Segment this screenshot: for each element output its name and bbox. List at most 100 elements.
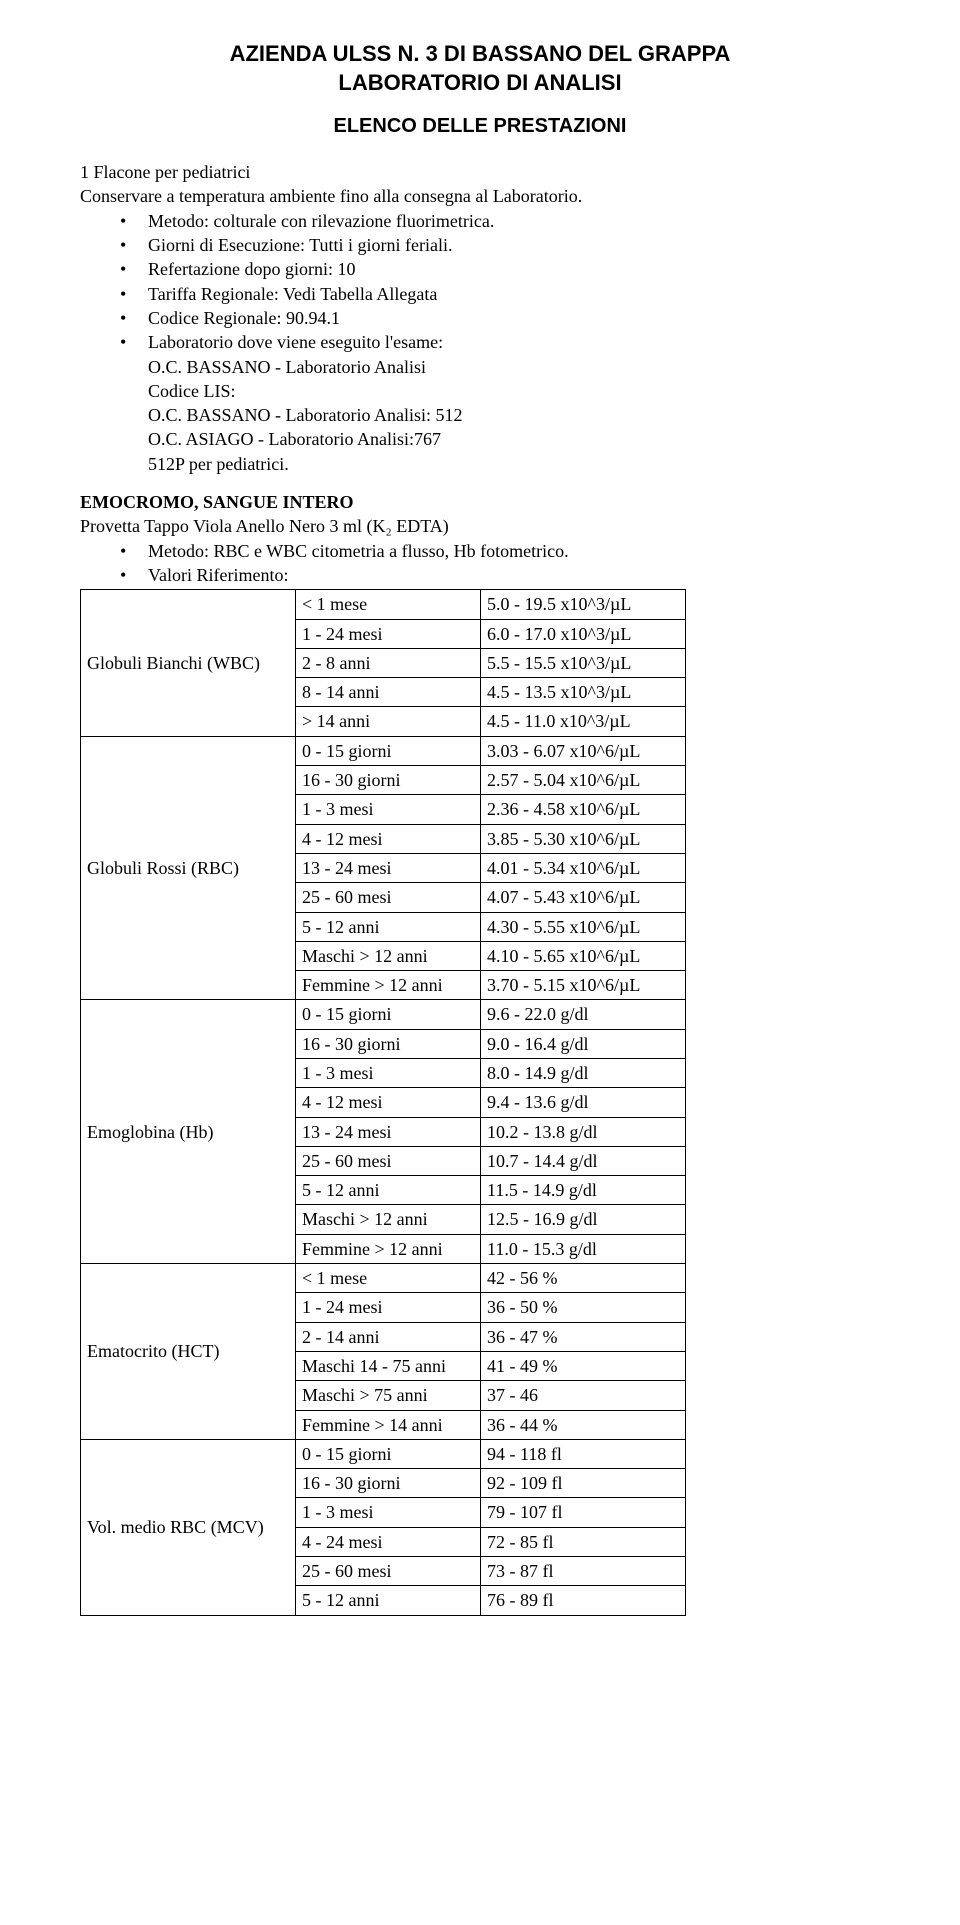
- table-age-cell: 2 - 8 anni: [296, 648, 481, 677]
- body-content: 1 Flacone per pediatrici Conservare a te…: [80, 160, 880, 1615]
- table-age-cell: Maschi > 12 anni: [296, 1205, 481, 1234]
- document-page: AZIENDA ULSS N. 3 DI BASSANO DEL GRAPPA …: [0, 0, 960, 1656]
- table-age-cell: 25 - 60 mesi: [296, 1146, 481, 1175]
- bullet-list-1: Metodo: colturale con rilevazione fluori…: [120, 209, 880, 476]
- table-value-cell: 42 - 56 %: [481, 1264, 686, 1293]
- table-value-cell: 79 - 107 fl: [481, 1498, 686, 1527]
- table-row: Emoglobina (Hb)0 - 15 giorni9.6 - 22.0 g…: [81, 1000, 686, 1029]
- table-age-cell: Maschi > 75 anni: [296, 1381, 481, 1410]
- table-value-cell: 12.5 - 16.9 g/dl: [481, 1205, 686, 1234]
- bullet-item: Tariffa Regionale: Vedi Tabella Allegata: [120, 282, 880, 306]
- table-value-cell: 4.5 - 13.5 x10^3/µL: [481, 678, 686, 707]
- table-value-cell: 36 - 50 %: [481, 1293, 686, 1322]
- bullet-item: Giorni di Esecuzione: Tutti i giorni fer…: [120, 233, 880, 257]
- table-row: Ematocrito (HCT)< 1 mese42 - 56 %: [81, 1264, 686, 1293]
- table-value-cell: 3.70 - 5.15 x10^6/µL: [481, 971, 686, 1000]
- table-value-cell: 4.01 - 5.34 x10^6/µL: [481, 853, 686, 882]
- table-row: Globuli Bianchi (WBC)< 1 mese5.0 - 19.5 …: [81, 590, 686, 619]
- table-group-label: Globuli Rossi (RBC): [81, 736, 296, 1000]
- table-age-cell: 1 - 24 mesi: [296, 1293, 481, 1322]
- table-age-cell: 8 - 14 anni: [296, 678, 481, 707]
- table-value-cell: 4.07 - 5.43 x10^6/µL: [481, 883, 686, 912]
- bullet-item: 512P per pediatrici.: [120, 452, 880, 476]
- table-value-cell: 8.0 - 14.9 g/dl: [481, 1058, 686, 1087]
- bullet-list-2: Metodo: RBC e WBC citometria a flusso, H…: [120, 539, 880, 588]
- table-value-cell: 41 - 49 %: [481, 1351, 686, 1380]
- table-value-cell: 4.10 - 5.65 x10^6/µL: [481, 941, 686, 970]
- bullet-item: O.C. ASIAGO - Laboratorio Analisi:767: [120, 427, 880, 451]
- table-value-cell: 9.4 - 13.6 g/dl: [481, 1088, 686, 1117]
- table-group-label: Emoglobina (Hb): [81, 1000, 296, 1264]
- table-value-cell: 36 - 47 %: [481, 1322, 686, 1351]
- table-age-cell: 1 - 3 mesi: [296, 1058, 481, 1087]
- table-age-cell: 5 - 12 anni: [296, 1176, 481, 1205]
- bullet-item: O.C. BASSANO - Laboratorio Analisi: 512: [120, 403, 880, 427]
- table-age-cell: 16 - 30 giorni: [296, 766, 481, 795]
- table-age-cell: 2 - 14 anni: [296, 1322, 481, 1351]
- table-value-cell: 10.2 - 13.8 g/dl: [481, 1117, 686, 1146]
- table-age-cell: 0 - 15 giorni: [296, 736, 481, 765]
- table-value-cell: 6.0 - 17.0 x10^3/µL: [481, 619, 686, 648]
- table-row: Vol. medio RBC (MCV)0 - 15 giorni94 - 11…: [81, 1439, 686, 1468]
- section-2-title: EMOCROMO, SANGUE INTERO: [80, 490, 880, 514]
- table-age-cell: 13 - 24 mesi: [296, 1117, 481, 1146]
- table-value-cell: 4.30 - 5.55 x10^6/µL: [481, 912, 686, 941]
- table-value-cell: 3.85 - 5.30 x10^6/µL: [481, 824, 686, 853]
- bullet-item: Valori Riferimento:: [120, 563, 880, 587]
- table-value-cell: 72 - 85 fl: [481, 1527, 686, 1556]
- table-age-cell: 16 - 30 giorni: [296, 1469, 481, 1498]
- table-age-cell: Maschi > 12 anni: [296, 941, 481, 970]
- header-subtitle: ELENCO DELLE PRESTAZIONI: [80, 115, 880, 138]
- bullet-item: O.C. BASSANO - Laboratorio Analisi: [120, 355, 880, 379]
- table-age-cell: 4 - 24 mesi: [296, 1527, 481, 1556]
- table-group-label: Ematocrito (HCT): [81, 1264, 296, 1440]
- table-value-cell: 92 - 109 fl: [481, 1469, 686, 1498]
- table-age-cell: 25 - 60 mesi: [296, 883, 481, 912]
- table-age-cell: 0 - 15 giorni: [296, 1000, 481, 1029]
- table-group-label: Vol. medio RBC (MCV): [81, 1439, 296, 1615]
- intro-line-1: 1 Flacone per pediatrici: [80, 160, 880, 184]
- table-age-cell: 1 - 3 mesi: [296, 795, 481, 824]
- table-age-cell: < 1 mese: [296, 1264, 481, 1293]
- table-value-cell: 2.36 - 4.58 x10^6/µL: [481, 795, 686, 824]
- reference-table: Globuli Bianchi (WBC)< 1 mese5.0 - 19.5 …: [80, 589, 686, 1615]
- table-row: Globuli Rossi (RBC)0 - 15 giorni3.03 - 6…: [81, 736, 686, 765]
- table-value-cell: 5.5 - 15.5 x10^3/µL: [481, 648, 686, 677]
- bullet-item: Codice Regionale: 90.94.1: [120, 306, 880, 330]
- table-value-cell: 9.0 - 16.4 g/dl: [481, 1029, 686, 1058]
- table-age-cell: 0 - 15 giorni: [296, 1439, 481, 1468]
- table-age-cell: Femmine > 14 anni: [296, 1410, 481, 1439]
- bullet-item: Codice LIS:: [120, 379, 880, 403]
- table-age-cell: 16 - 30 giorni: [296, 1029, 481, 1058]
- table-age-cell: 1 - 24 mesi: [296, 619, 481, 648]
- table-age-cell: < 1 mese: [296, 590, 481, 619]
- bullet-item: Metodo: colturale con rilevazione fluori…: [120, 209, 880, 233]
- table-value-cell: 94 - 118 fl: [481, 1439, 686, 1468]
- table-value-cell: 36 - 44 %: [481, 1410, 686, 1439]
- table-age-cell: 5 - 12 anni: [296, 1586, 481, 1615]
- table-value-cell: 4.5 - 11.0 x10^3/µL: [481, 707, 686, 736]
- header-title: AZIENDA ULSS N. 3 DI BASSANO DEL GRAPPA …: [80, 40, 880, 97]
- table-age-cell: Femmine > 12 anni: [296, 1234, 481, 1263]
- header-line-1: AZIENDA ULSS N. 3 DI BASSANO DEL GRAPPA: [230, 41, 731, 66]
- table-age-cell: 13 - 24 mesi: [296, 853, 481, 882]
- table-value-cell: 37 - 46: [481, 1381, 686, 1410]
- table-value-cell: 9.6 - 22.0 g/dl: [481, 1000, 686, 1029]
- table-age-cell: 4 - 12 mesi: [296, 824, 481, 853]
- table-value-cell: 3.03 - 6.07 x10^6/µL: [481, 736, 686, 765]
- table-value-cell: 76 - 89 fl: [481, 1586, 686, 1615]
- intro-line-2: Conservare a temperatura ambiente fino a…: [80, 184, 880, 208]
- table-value-cell: 10.7 - 14.4 g/dl: [481, 1146, 686, 1175]
- table-age-cell: 5 - 12 anni: [296, 912, 481, 941]
- table-age-cell: 25 - 60 mesi: [296, 1557, 481, 1586]
- table-age-cell: 1 - 3 mesi: [296, 1498, 481, 1527]
- table-value-cell: 73 - 87 fl: [481, 1557, 686, 1586]
- table-value-cell: 2.57 - 5.04 x10^6/µL: [481, 766, 686, 795]
- section-2-subtitle: Provetta Tappo Viola Anello Nero 3 ml (K…: [80, 514, 880, 538]
- bullet-item: Metodo: RBC e WBC citometria a flusso, H…: [120, 539, 880, 563]
- table-age-cell: Femmine > 12 anni: [296, 971, 481, 1000]
- table-value-cell: 11.5 - 14.9 g/dl: [481, 1176, 686, 1205]
- table-group-label: Globuli Bianchi (WBC): [81, 590, 296, 736]
- table-age-cell: 4 - 12 mesi: [296, 1088, 481, 1117]
- table-value-cell: 11.0 - 15.3 g/dl: [481, 1234, 686, 1263]
